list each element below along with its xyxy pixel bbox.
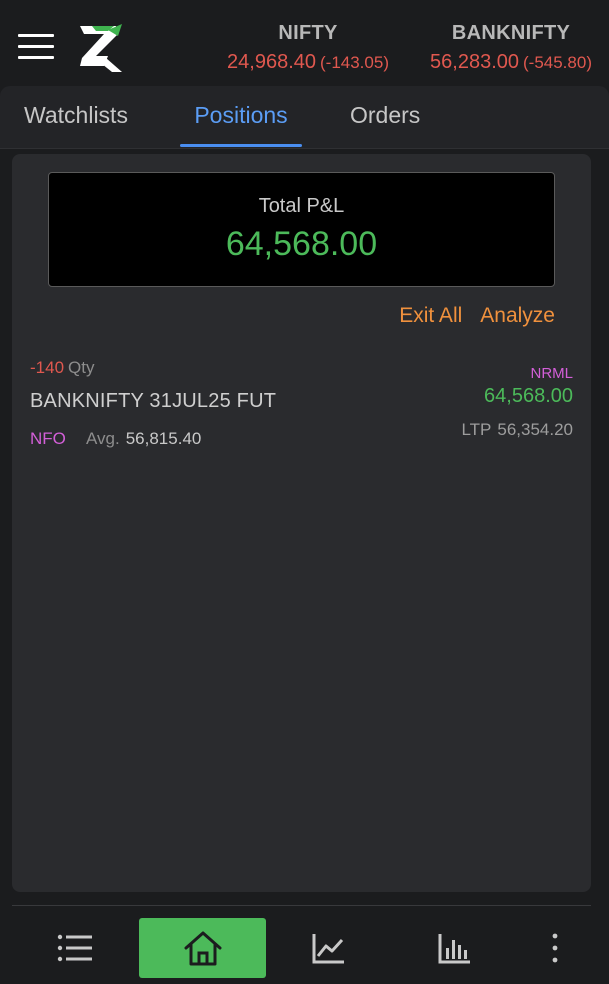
line-chart-icon — [312, 934, 344, 964]
app-logo-icon — [80, 24, 122, 72]
list-icon — [57, 934, 92, 962]
active-tab-indicator — [180, 144, 302, 147]
index-name: BANKNIFTY — [451, 22, 571, 44]
tab-orders[interactable]: Orders — [350, 102, 421, 128]
qty-label: Qty — [68, 358, 95, 377]
total-pnl-label: Total P&L — [258, 195, 345, 217]
banknifty-ticker[interactable]: BANKNIFTY 56,283.00 (-545.80) — [420, 22, 602, 74]
nifty-ticker[interactable]: NIFTY 24,968.40 (-143.05) — [218, 22, 398, 74]
bar-chart-icon — [438, 934, 470, 964]
position-row[interactable]: -140 Qty BANKNIFTY 31JUL25 FUT NFO Avg. 56… — [30, 354, 573, 454]
nav-analytics-button[interactable] — [430, 918, 480, 978]
analyze-button[interactable]: Analyze — [480, 304, 555, 327]
top-header: NIFTY 24,968.40 (-143.05) BANKNIFTY 56,28… — [0, 0, 609, 86]
nav-home-button[interactable] — [139, 918, 266, 978]
index-change: (-545.80) — [523, 53, 592, 72]
position-pnl: 64,568.00 — [484, 385, 573, 407]
tab-watchlists[interactable]: Watchlists — [24, 102, 128, 128]
total-pnl-value: 64,568.00 — [225, 225, 378, 263]
nav-positions-chart-button[interactable] — [304, 918, 354, 978]
ltp-label: LTP — [461, 420, 492, 439]
index-name: NIFTY — [278, 22, 338, 44]
index-change: (-143.05) — [320, 53, 389, 72]
position-qty: -140 Qty — [30, 358, 94, 378]
exchange-label: NFO — [30, 429, 66, 448]
avg-label: Avg. — [86, 429, 120, 448]
bottom-divider — [12, 905, 591, 906]
positions-panel: Total P&L 64,568.00 Exit All Analyze -140… — [12, 154, 591, 892]
hamburger-menu-icon[interactable] — [18, 34, 54, 60]
more-vertical-icon — [552, 933, 558, 963]
exit-all-button[interactable]: Exit All — [399, 304, 463, 327]
bottom-navigation — [0, 906, 609, 984]
nav-watchlist-button[interactable] — [50, 918, 100, 978]
last-traded-price: LTP 56,354.20 — [461, 420, 573, 440]
total-pnl-card: Total P&L 64,568.00 — [48, 172, 555, 287]
product-type-badge: NRML — [530, 365, 573, 382]
avg-value: 56,815.40 — [125, 429, 202, 448]
position-actions: Exit All Analyze — [399, 304, 555, 328]
nav-more-button[interactable] — [540, 918, 570, 978]
index-price: 56,283.00 — [430, 51, 519, 73]
tab-bar: Watchlists Positions Orders — [0, 86, 609, 149]
index-price: 24,968.40 — [227, 51, 316, 73]
home-icon — [184, 931, 221, 966]
qty-value: -140 — [30, 358, 65, 377]
ltp-value: 56,354.20 — [497, 420, 573, 439]
average-price: Avg. 56,815.40 — [86, 429, 201, 449]
position-symbol: BANKNIFTY 31JUL25 FUT — [30, 390, 277, 412]
tab-positions[interactable]: Positions — [194, 102, 288, 128]
